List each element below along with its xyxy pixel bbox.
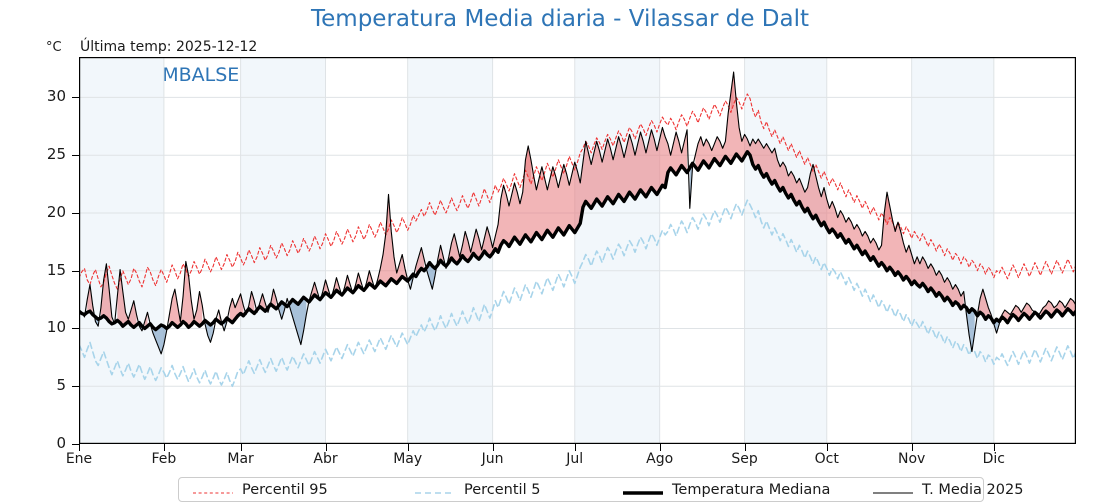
plot-area <box>79 57 1076 444</box>
x-axis-tick-sep: Sep <box>731 451 758 467</box>
chart-legend: Percentil 95 Percentil 5 Temperatura Media… <box>178 477 1023 502</box>
last-temp-label: Última temp: 2025-12-12 <box>80 39 258 55</box>
y-axis-tick-mark <box>72 270 79 272</box>
legend-swatch-2 <box>623 484 663 496</box>
legend-swatch-3 <box>873 484 913 496</box>
legend-item-2[interactable]: Temperatura Mediana <box>609 478 830 501</box>
x-axis-tick-mark <box>744 444 746 451</box>
x-axis-tick-mark <box>163 444 165 451</box>
page-title: Temperatura Media diaria - Vilassar de D… <box>311 6 809 32</box>
x-axis-tick-dic: Dic <box>982 451 1006 467</box>
y-axis-unit-label: °C <box>46 40 62 55</box>
x-axis-tick-mark <box>993 444 995 451</box>
x-axis-tick-mar: Mar <box>227 451 254 467</box>
y-axis-tick-mark <box>72 212 79 214</box>
x-axis-tick-mark <box>79 444 80 451</box>
legend-swatch-1 <box>415 484 455 496</box>
y-axis-tick-25: 25 <box>46 145 66 164</box>
legend-item-1[interactable]: Percentil 5 <box>401 478 540 501</box>
x-axis-tick-oct: Oct <box>814 451 839 467</box>
y-axis-tick-mark <box>72 444 79 445</box>
x-axis-tick-ago: Ago <box>646 451 674 467</box>
x-axis-tick-jul: Jul <box>566 451 584 467</box>
y-axis-tick-mark <box>72 97 79 99</box>
x-axis-tick-may: May <box>393 451 423 467</box>
legend-label-0: Percentil 95 <box>242 481 328 498</box>
x-axis-tick-ene: Ene <box>65 451 93 467</box>
x-axis-tick-mark <box>574 444 576 451</box>
legend-swatch-0 <box>193 484 233 496</box>
y-axis-tick-0: 0 <box>56 434 66 452</box>
x-axis-tick-mark <box>826 444 828 451</box>
legend-item-0[interactable]: Percentil 95 <box>179 478 328 501</box>
x-axis-tick-nov: Nov <box>897 451 926 467</box>
x-axis-tick-mark <box>659 444 661 451</box>
x-axis-tick-mark <box>325 444 327 451</box>
y-axis-tick-mark <box>72 328 79 330</box>
temperature-chart-svg <box>79 57 1076 444</box>
x-axis-tick-mark <box>911 444 913 451</box>
y-axis-tick-30: 30 <box>46 87 66 106</box>
x-axis-tick-mark <box>407 444 409 451</box>
x-axis-tick-mark <box>240 444 242 451</box>
y-axis-tick-20: 20 <box>46 202 66 221</box>
y-axis-tick-mark <box>72 386 79 388</box>
y-axis-tick-5: 5 <box>56 376 66 395</box>
y-axis-tick-15: 15 <box>46 260 66 279</box>
x-axis-tick-feb: Feb <box>151 451 177 467</box>
legend-label-3: T. Media 2025 <box>922 481 1024 498</box>
legend-label-1: Percentil 5 <box>464 481 541 498</box>
x-axis-tick-jun: Jun <box>481 451 504 467</box>
legend-label-2: Temperatura Mediana <box>672 481 831 498</box>
x-axis-tick-mark <box>492 444 494 451</box>
legend-item-3[interactable]: T. Media 2025 <box>859 478 1023 501</box>
x-axis-tick-abr: Abr <box>313 451 338 467</box>
y-axis-tick-mark <box>72 155 79 157</box>
y-axis-tick-10: 10 <box>46 318 66 337</box>
